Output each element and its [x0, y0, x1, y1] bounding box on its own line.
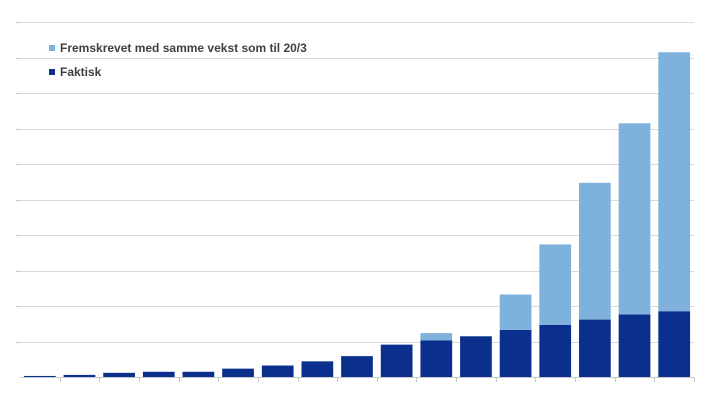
- legend-swatch-actual: [49, 69, 55, 75]
- bar-actual: [420, 340, 453, 377]
- bar-projected: [420, 333, 453, 341]
- bar-actual: [658, 311, 691, 377]
- bar-actual: [579, 319, 611, 377]
- legend-label-actual: Faktisk: [60, 65, 102, 79]
- bar-actual: [103, 372, 135, 377]
- bar-projected: [658, 52, 691, 312]
- legend: Fremskrevet med samme vekst som til 20/3…: [49, 41, 307, 79]
- bar-actual: [222, 368, 254, 377]
- x-axis-ticks: [60, 377, 695, 382]
- gridlines: [16, 22, 694, 343]
- bar-actual: [63, 374, 96, 377]
- bar-actual: [460, 336, 492, 377]
- bar-actual: [539, 324, 572, 377]
- bar-projected: [499, 294, 532, 331]
- bar-projected: [618, 123, 651, 315]
- bars: [23, 52, 691, 377]
- bar-actual: [23, 375, 56, 377]
- bar-actual: [142, 371, 175, 377]
- legend-label-projected: Fremskrevet med samme vekst som til 20/3: [60, 41, 307, 55]
- bar-actual: [341, 356, 373, 377]
- bar-projected: [579, 182, 611, 320]
- bar-actual: [380, 344, 413, 377]
- legend-swatch-projected: [49, 45, 55, 51]
- bar-actual: [261, 365, 294, 377]
- bar-actual: [499, 330, 532, 377]
- bar-actual: [301, 361, 334, 377]
- bar-actual: [182, 371, 215, 377]
- bar-projected: [539, 244, 572, 325]
- bar-actual: [618, 314, 651, 377]
